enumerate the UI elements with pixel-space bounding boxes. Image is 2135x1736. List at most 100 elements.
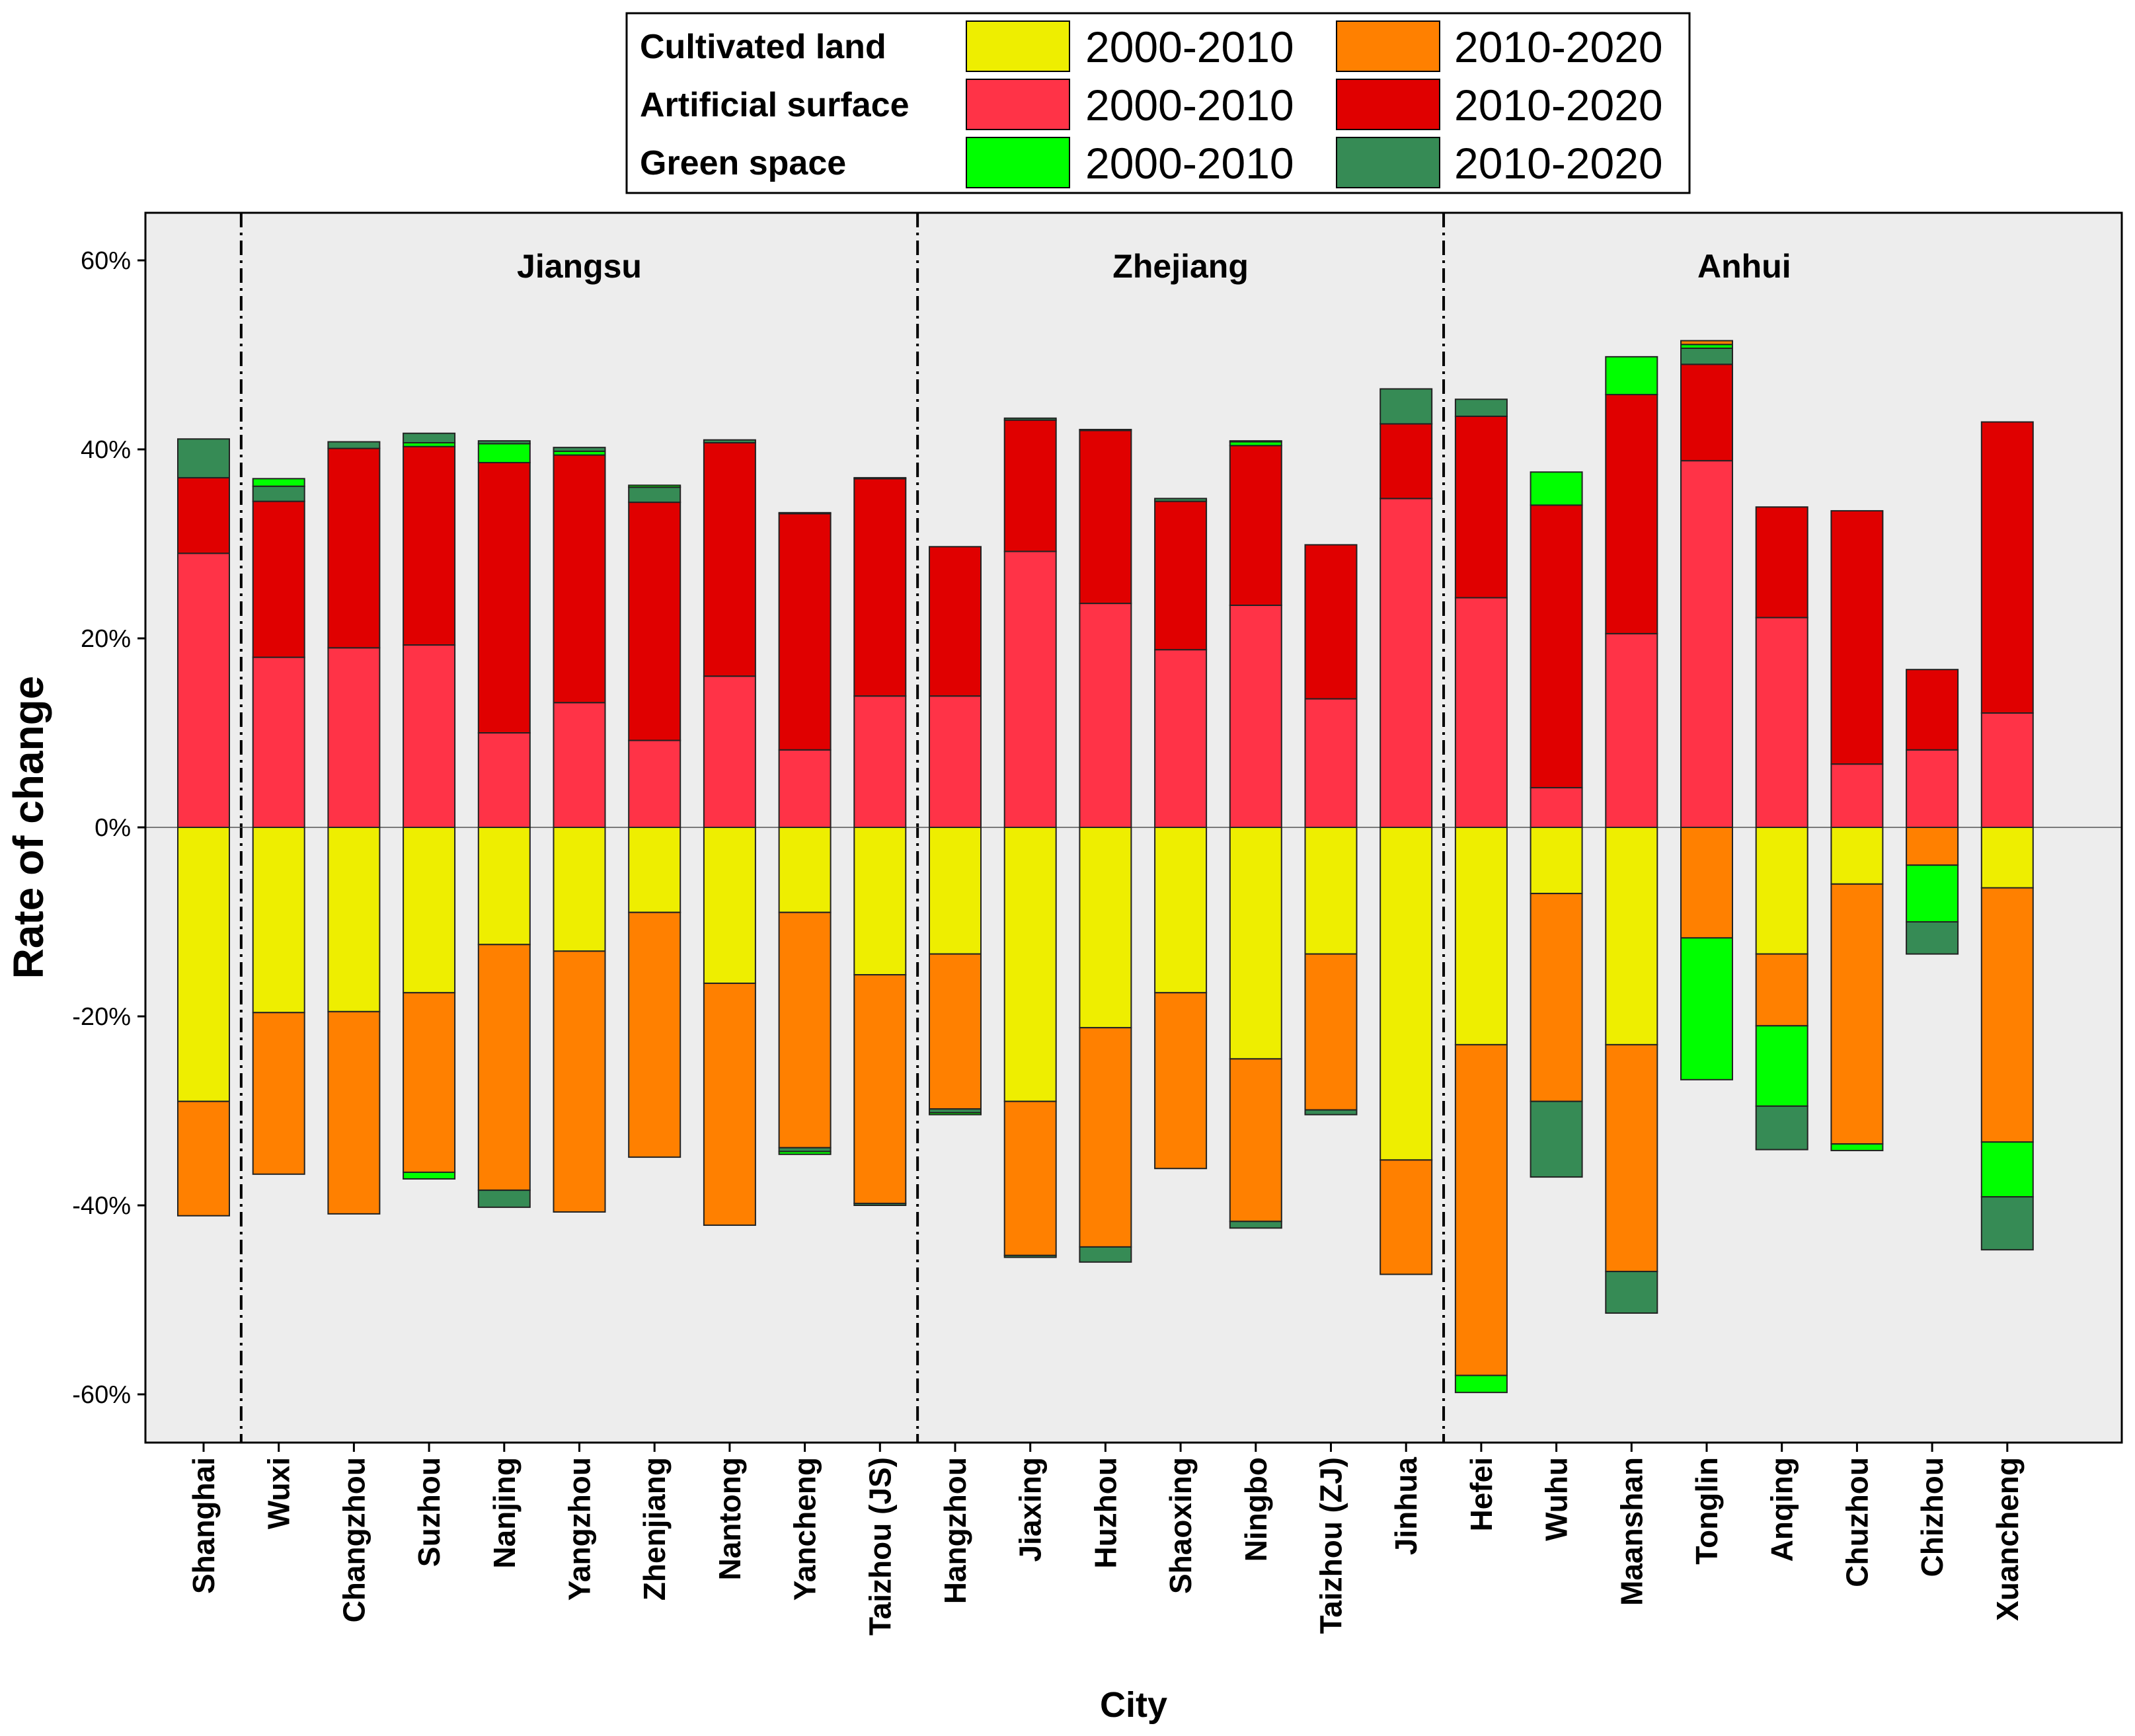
bar-segment [703,827,756,984]
bar-segment [1154,827,1208,994]
bar-segment [1003,827,1057,1102]
bar-segment [1755,617,1808,828]
bar-segment [1454,827,1508,1045]
legend-swatch [966,20,1070,72]
bar-segment [1830,763,1884,828]
bar-segment [703,439,756,443]
legend-row-label: Cultivated land [640,28,886,66]
x-tick-label: Suzhou [412,1457,446,1567]
y-tick-label: 60% [81,247,131,275]
bar-segment [327,1010,381,1215]
bar-segment [1680,363,1733,462]
x-tick-label: Tonglin [1689,1457,1724,1565]
bar-segment [1906,864,1959,923]
bar-segment [1454,415,1508,599]
y-tick-label: 40% [81,436,131,464]
legend-swatch [966,79,1070,130]
bar-segment [628,911,681,1158]
bar-segment [477,443,531,464]
bar-segment [778,911,832,1149]
bar-segment [1530,504,1583,788]
bar-segment [1530,827,1583,895]
bar-segment [477,827,531,946]
bar-segment [477,732,531,828]
bar-segment [553,447,606,452]
bar-segment [327,441,381,449]
bar-segment [252,1012,305,1175]
y-axis-title: Rate of change [5,676,52,979]
bar-segment [1079,1027,1132,1248]
bar-segment [1154,498,1208,502]
bar-segment [1003,419,1057,552]
x-tick-label: Chizhou [1915,1457,1949,1577]
bar-segment [1304,544,1358,700]
bar-segment [553,950,606,1213]
y-tick-label: 20% [81,625,131,653]
bar-segment [1003,550,1057,828]
legend-row-label: Artificial surface [640,86,910,124]
bar-segment [703,982,756,1227]
bar-segment [327,447,381,649]
bar-segment [177,476,230,554]
bar-segment [1154,500,1208,651]
y-axis: -60% -40% -20% 0% 20% 40% 60% [72,247,145,1409]
bar-segment [477,462,531,734]
bar-segment [1379,1159,1433,1275]
bar-segment [703,441,756,677]
legend-swatch [1336,20,1440,72]
bar-segment [628,486,681,504]
bar-segment [1454,398,1508,417]
y-tick-label: -60% [72,1381,131,1409]
legend-swatch [1336,79,1440,130]
bar-segment [1680,937,1733,1080]
bar-segment [1755,1105,1808,1151]
bar-segment [1906,749,1959,828]
bar-segment [403,644,456,828]
bar-segment [929,546,982,697]
bar-segment [628,827,681,913]
bar-segment [1079,430,1132,605]
bar-segment [1980,712,2034,828]
bar-segment [1605,632,1658,828]
bar-segment [1454,597,1508,828]
legend: Cultivated land 2000-2010 2010-2020 Artific… [625,12,1691,194]
x-tick-label: Anqing [1765,1457,1799,1562]
bar-segment [628,502,681,741]
x-tick-label: Yancheng [788,1457,822,1601]
bar-segment [403,1171,456,1180]
bar-segment [1079,1246,1132,1263]
bar-segment [177,438,230,478]
x-tick-label: Huzhou [1088,1457,1122,1569]
legend-swatch [966,137,1070,188]
province-label: Anhui [1697,248,1791,285]
legend-box [625,12,1691,194]
bar-segment [252,500,305,658]
y-tick-label: -20% [72,1003,131,1031]
bar-segment [1304,698,1358,829]
x-tick-label: Nantong [713,1457,747,1581]
x-tick-label: Jiaxing [1013,1457,1048,1562]
bar-segment [628,739,681,828]
x-tick-label: Taizhou (ZJ) [1314,1457,1348,1634]
x-tick-label: Ningbo [1239,1457,1273,1562]
x-tick-label: Maanshan [1614,1457,1649,1606]
legend-period-label: 2010-2020 [1454,22,1663,71]
bar-segment [1605,1043,1658,1273]
bar-segment [1304,953,1358,1111]
bar-segment [1454,1375,1508,1394]
bar-segment [778,1151,832,1155]
bar-segment [929,1112,982,1115]
bar-segment [252,827,305,1014]
bar-segment [703,675,756,829]
bar-segment [1980,1141,2034,1198]
bar-segment [1079,827,1132,1029]
bar-segment [1229,827,1282,1060]
bar-segment [327,647,381,828]
x-tick-label: Chuzhou [1840,1457,1874,1587]
bar-segment [1680,347,1733,365]
bar-segment [1154,649,1208,828]
bar-segment [1980,421,2034,714]
bar-segment [1379,423,1433,500]
bar-segment [1680,340,1733,346]
